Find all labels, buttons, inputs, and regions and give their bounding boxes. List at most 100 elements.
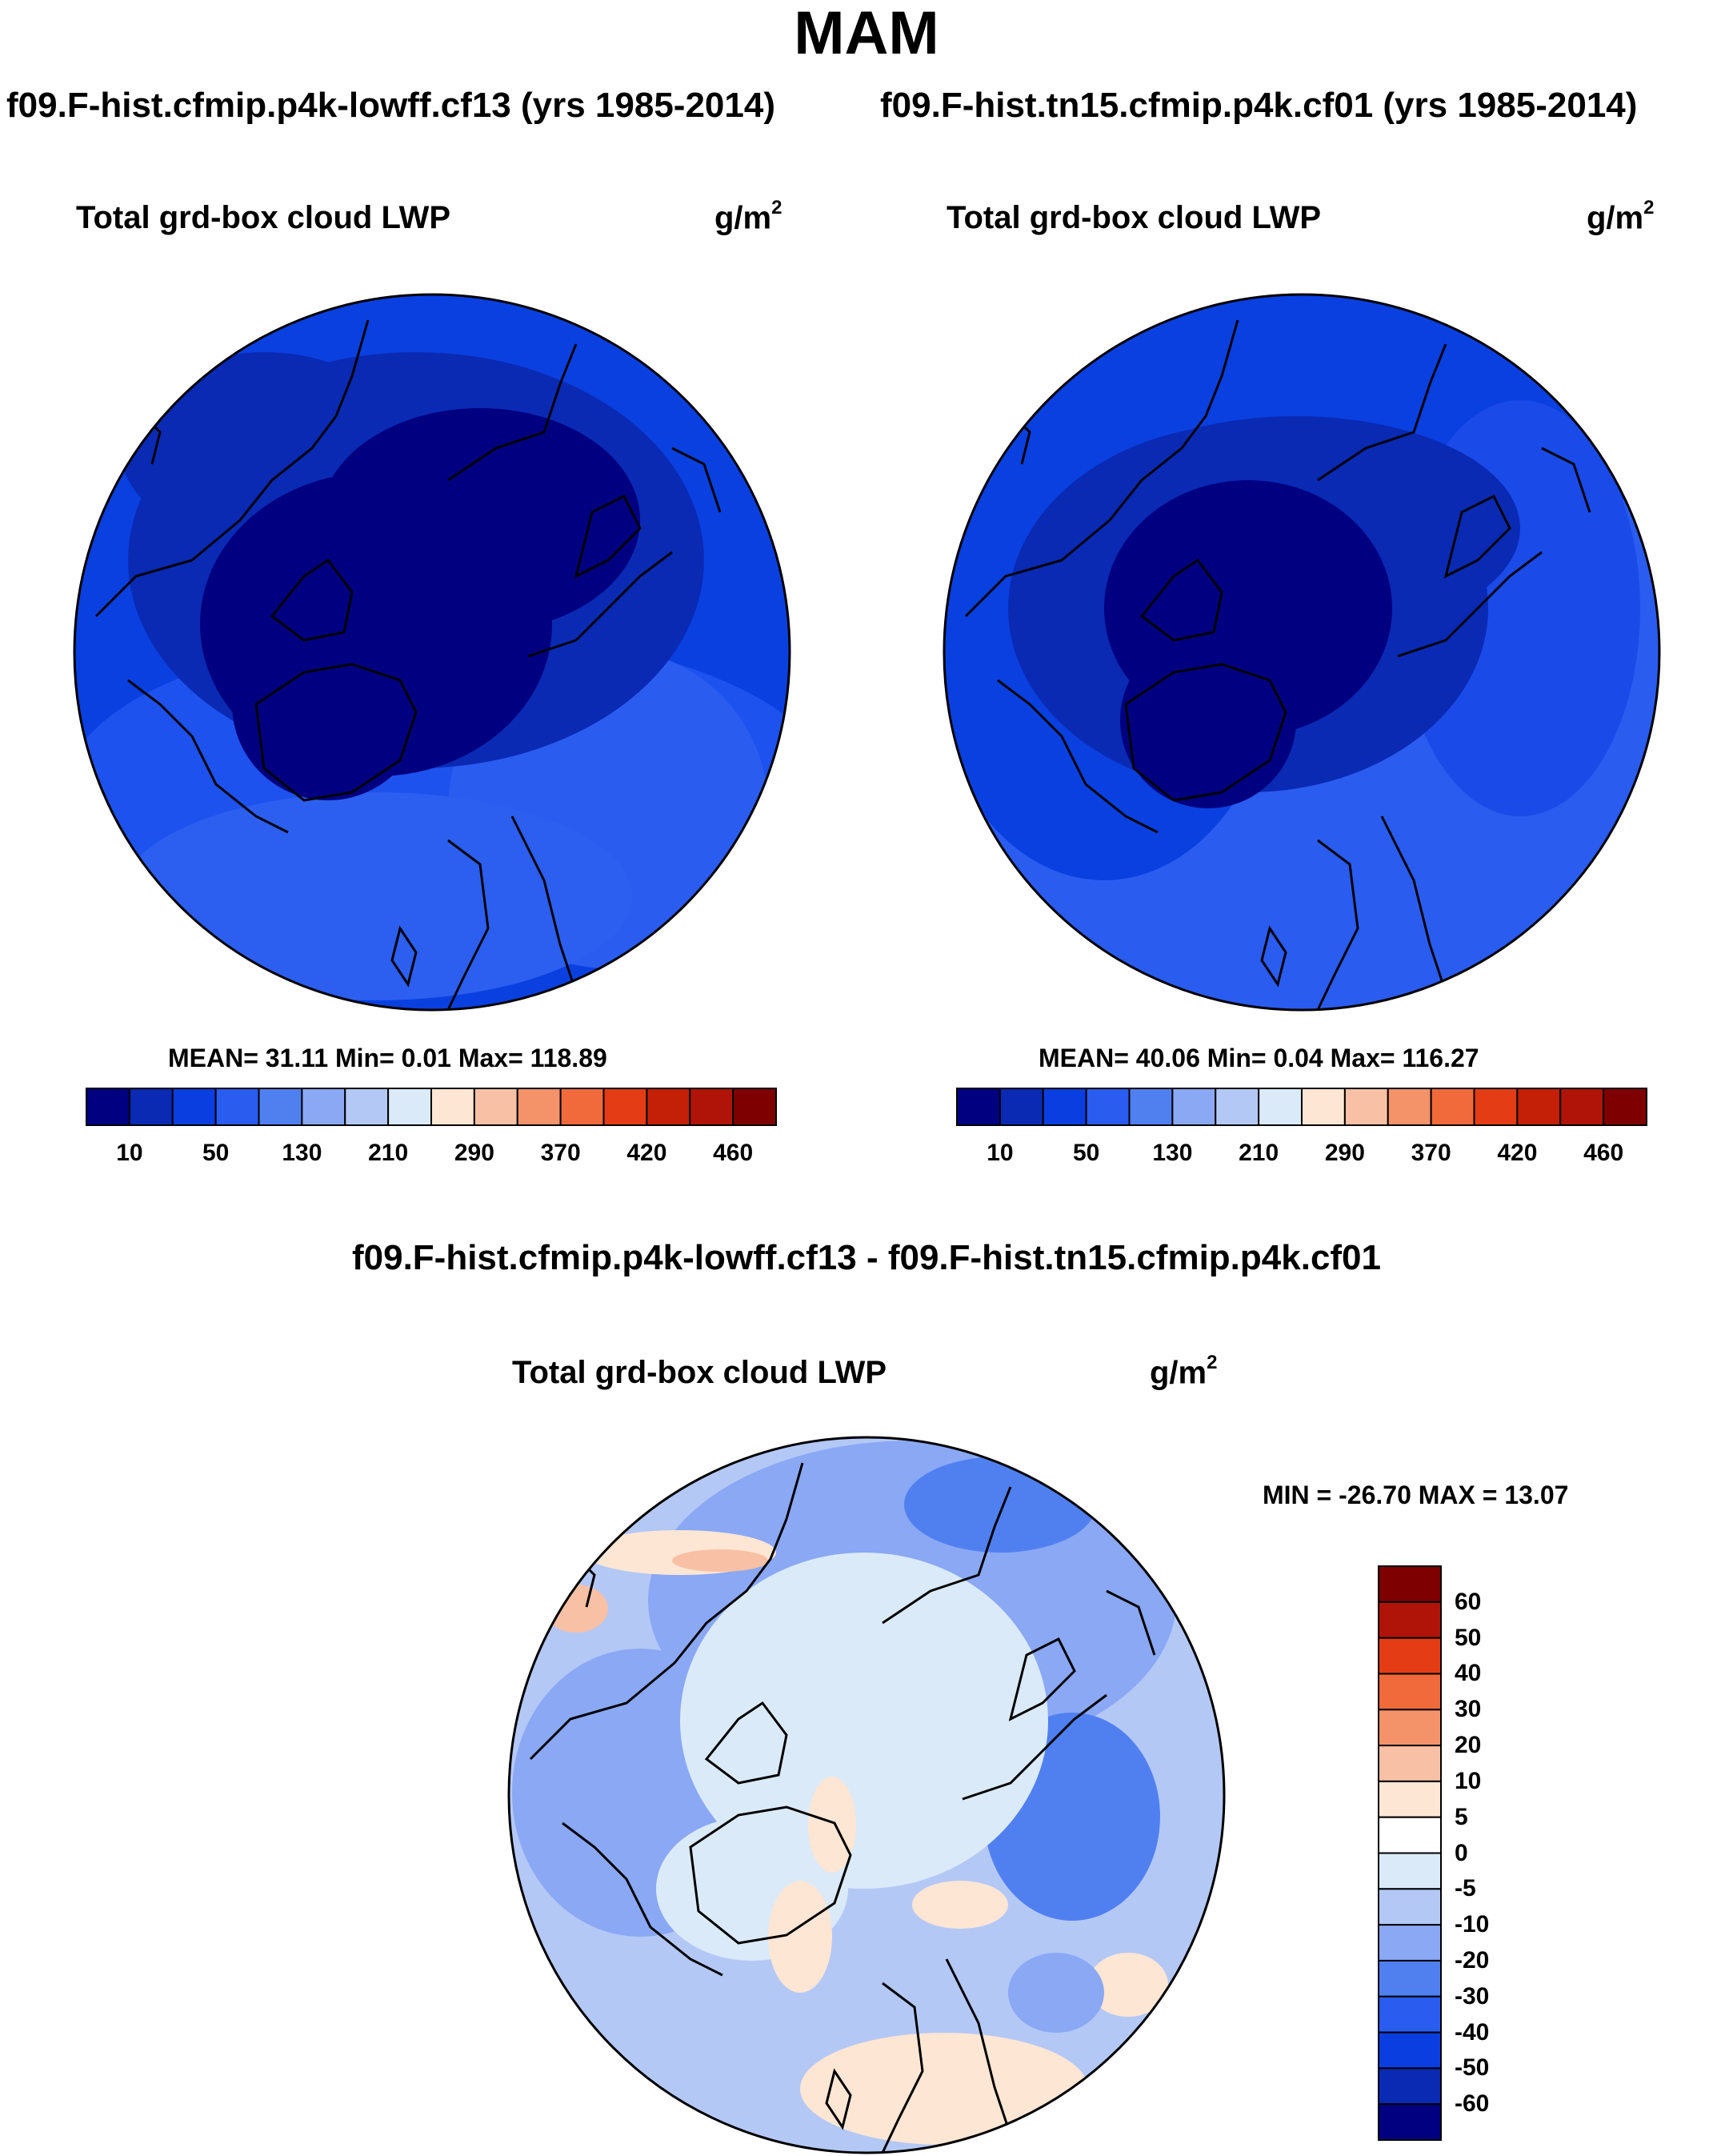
left-colorbar-box [732, 1088, 777, 1126]
diff-colorbar-label: -20 [1455, 1946, 1490, 1974]
diff-colorbar-label: 30 [1455, 1696, 1482, 1723]
diff-colorbar-label: -60 [1455, 2090, 1490, 2118]
left-colorbar-label: 210 [368, 1140, 409, 1166]
diff-colorbar-label: -30 [1455, 1982, 1490, 2010]
right-colorbar-label: 130 [1152, 1140, 1193, 1166]
right-colorbar-label: 210 [1239, 1140, 1279, 1166]
left-colorbar-box [430, 1088, 475, 1126]
left-colorbar-box [301, 1088, 346, 1126]
diff-colorbar-box [1378, 1816, 1442, 1854]
diff-colorbar-label: -5 [1455, 1875, 1476, 1902]
difference-colorbar [1378, 1565, 1442, 2141]
diff-colorbar-label: 20 [1455, 1732, 1482, 1759]
diff-colorbar-label: 10 [1455, 1767, 1482, 1794]
right-colorbar-label: 50 [1072, 1140, 1100, 1166]
diff-colorbar-box [1378, 1995, 1442, 2034]
right-units-label: g/m2 [1587, 197, 1655, 236]
right-colorbar-label: 460 [1583, 1140, 1624, 1166]
right-colorbar-box [1559, 1088, 1605, 1126]
right-colorbar-label: 10 [987, 1140, 1014, 1166]
right-colorbar [956, 1088, 1647, 1126]
left-colorbar-box [689, 1088, 734, 1126]
right-colorbar-label: 370 [1411, 1140, 1451, 1166]
left-colorbar-box [214, 1088, 260, 1126]
diff-colorbar-box [1378, 1709, 1442, 1747]
left-colorbar-label: 50 [202, 1140, 230, 1166]
left-colorbar-label: 290 [454, 1140, 494, 1166]
right-colorbar-box [1215, 1088, 1260, 1126]
right-colorbar-label: 420 [1497, 1140, 1538, 1166]
right-colorbar-label: 290 [1324, 1140, 1365, 1166]
diff-variable-label: Total grd-box cloud LWP [512, 1355, 887, 1390]
left-colorbar-box [646, 1088, 691, 1126]
right-colorbar-box [1387, 1088, 1432, 1126]
right-colorbar-box [1171, 1088, 1217, 1126]
diff-colorbar-box [1378, 1959, 1442, 1998]
diff-colorbar-label: 0 [1455, 1839, 1468, 1866]
diff-colorbar-box [1378, 2031, 1442, 2070]
left-colorbar-box [473, 1088, 518, 1126]
diff-colorbar-label: -40 [1455, 2018, 1490, 2046]
diff-colorbar-box [1378, 1637, 1442, 1675]
left-colorbar-box [128, 1088, 174, 1126]
right-map-border [943, 293, 1661, 1012]
diff-colorbar-box [1378, 1601, 1442, 1639]
right-colorbar-box [1430, 1088, 1475, 1126]
right-case-title: f09.F-hist.tn15.cfmip.p4k.cf01 (yrs 1985… [880, 86, 1638, 125]
right-colorbar-box [1301, 1088, 1346, 1126]
left-colorbar-box [258, 1088, 303, 1126]
right-colorbar-box [1042, 1088, 1087, 1126]
left-colorbar-box [86, 1088, 130, 1126]
right-colorbar-box [956, 1088, 1001, 1126]
right-colorbar-box [1343, 1088, 1389, 1126]
diff-colorbar-box [1378, 1565, 1442, 1603]
left-colorbar-label: 420 [626, 1140, 667, 1166]
right-colorbar-box [1258, 1088, 1303, 1126]
diff-colorbar-label: -50 [1455, 2054, 1490, 2082]
left-colorbar-box [516, 1088, 562, 1126]
diff-colorbar-label: -10 [1455, 1911, 1490, 1938]
left-colorbar-box [344, 1088, 390, 1126]
right-colorbar-box [1128, 1088, 1174, 1126]
left-colorbar-label: 460 [713, 1140, 754, 1166]
right-colorbar-box [1516, 1088, 1562, 1126]
right-colorbar-box [999, 1088, 1044, 1126]
diff-colorbar-label: 60 [1455, 1588, 1482, 1615]
figure-title: MAM [794, 0, 939, 67]
left-stats: MEAN= 31.11 Min= 0.01 Max= 118.89 [168, 1044, 607, 1072]
right-polar-map [943, 293, 1661, 1012]
diff-colorbar-box [1378, 1673, 1442, 1711]
diff-colorbar-box [1378, 1852, 1442, 1890]
left-colorbar-box [171, 1088, 217, 1126]
diff-colorbar-label: 40 [1455, 1660, 1482, 1687]
left-colorbar-box [602, 1088, 648, 1126]
right-colorbar-box [1473, 1088, 1519, 1126]
left-units-label: g/m2 [714, 197, 782, 236]
diff-colorbar-box [1378, 1780, 1442, 1818]
left-colorbar-box [559, 1088, 605, 1126]
right-colorbar-box [1085, 1088, 1131, 1126]
difference-polar-map [507, 1436, 1226, 2154]
diff-colorbar-box [1378, 1924, 1442, 1962]
diff-colorbar-label: 5 [1455, 1803, 1468, 1830]
diff-colorbar-box [1378, 2103, 1442, 2141]
left-polar-map [73, 293, 791, 1012]
left-colorbar-label: 130 [282, 1140, 322, 1166]
left-colorbar-label: 370 [540, 1140, 581, 1166]
left-map-border [73, 293, 791, 1012]
diff-colorbar-label: 50 [1455, 1624, 1482, 1651]
right-stats: MEAN= 40.06 Min= 0.04 Max= 116.27 [1039, 1044, 1479, 1072]
left-variable-label: Total grd-box cloud LWP [76, 200, 451, 235]
diff-stats: MIN = -26.70 MAX = 13.07 [1263, 1481, 1569, 1509]
diff-colorbar-box [1378, 1745, 1442, 1782]
difference-map-border [507, 1436, 1226, 2154]
left-case-title: f09.F-hist.cfmip.p4k-lowff.cf13 (yrs 198… [6, 86, 775, 125]
left-colorbar [86, 1088, 777, 1126]
diff-units-label: g/m2 [1150, 1352, 1218, 1391]
diff-colorbar-box [1378, 2067, 1442, 2106]
left-colorbar-label: 10 [116, 1140, 143, 1166]
left-colorbar-box [387, 1088, 432, 1126]
diff-colorbar-box [1378, 1888, 1442, 1926]
right-colorbar-box [1603, 1088, 1647, 1126]
